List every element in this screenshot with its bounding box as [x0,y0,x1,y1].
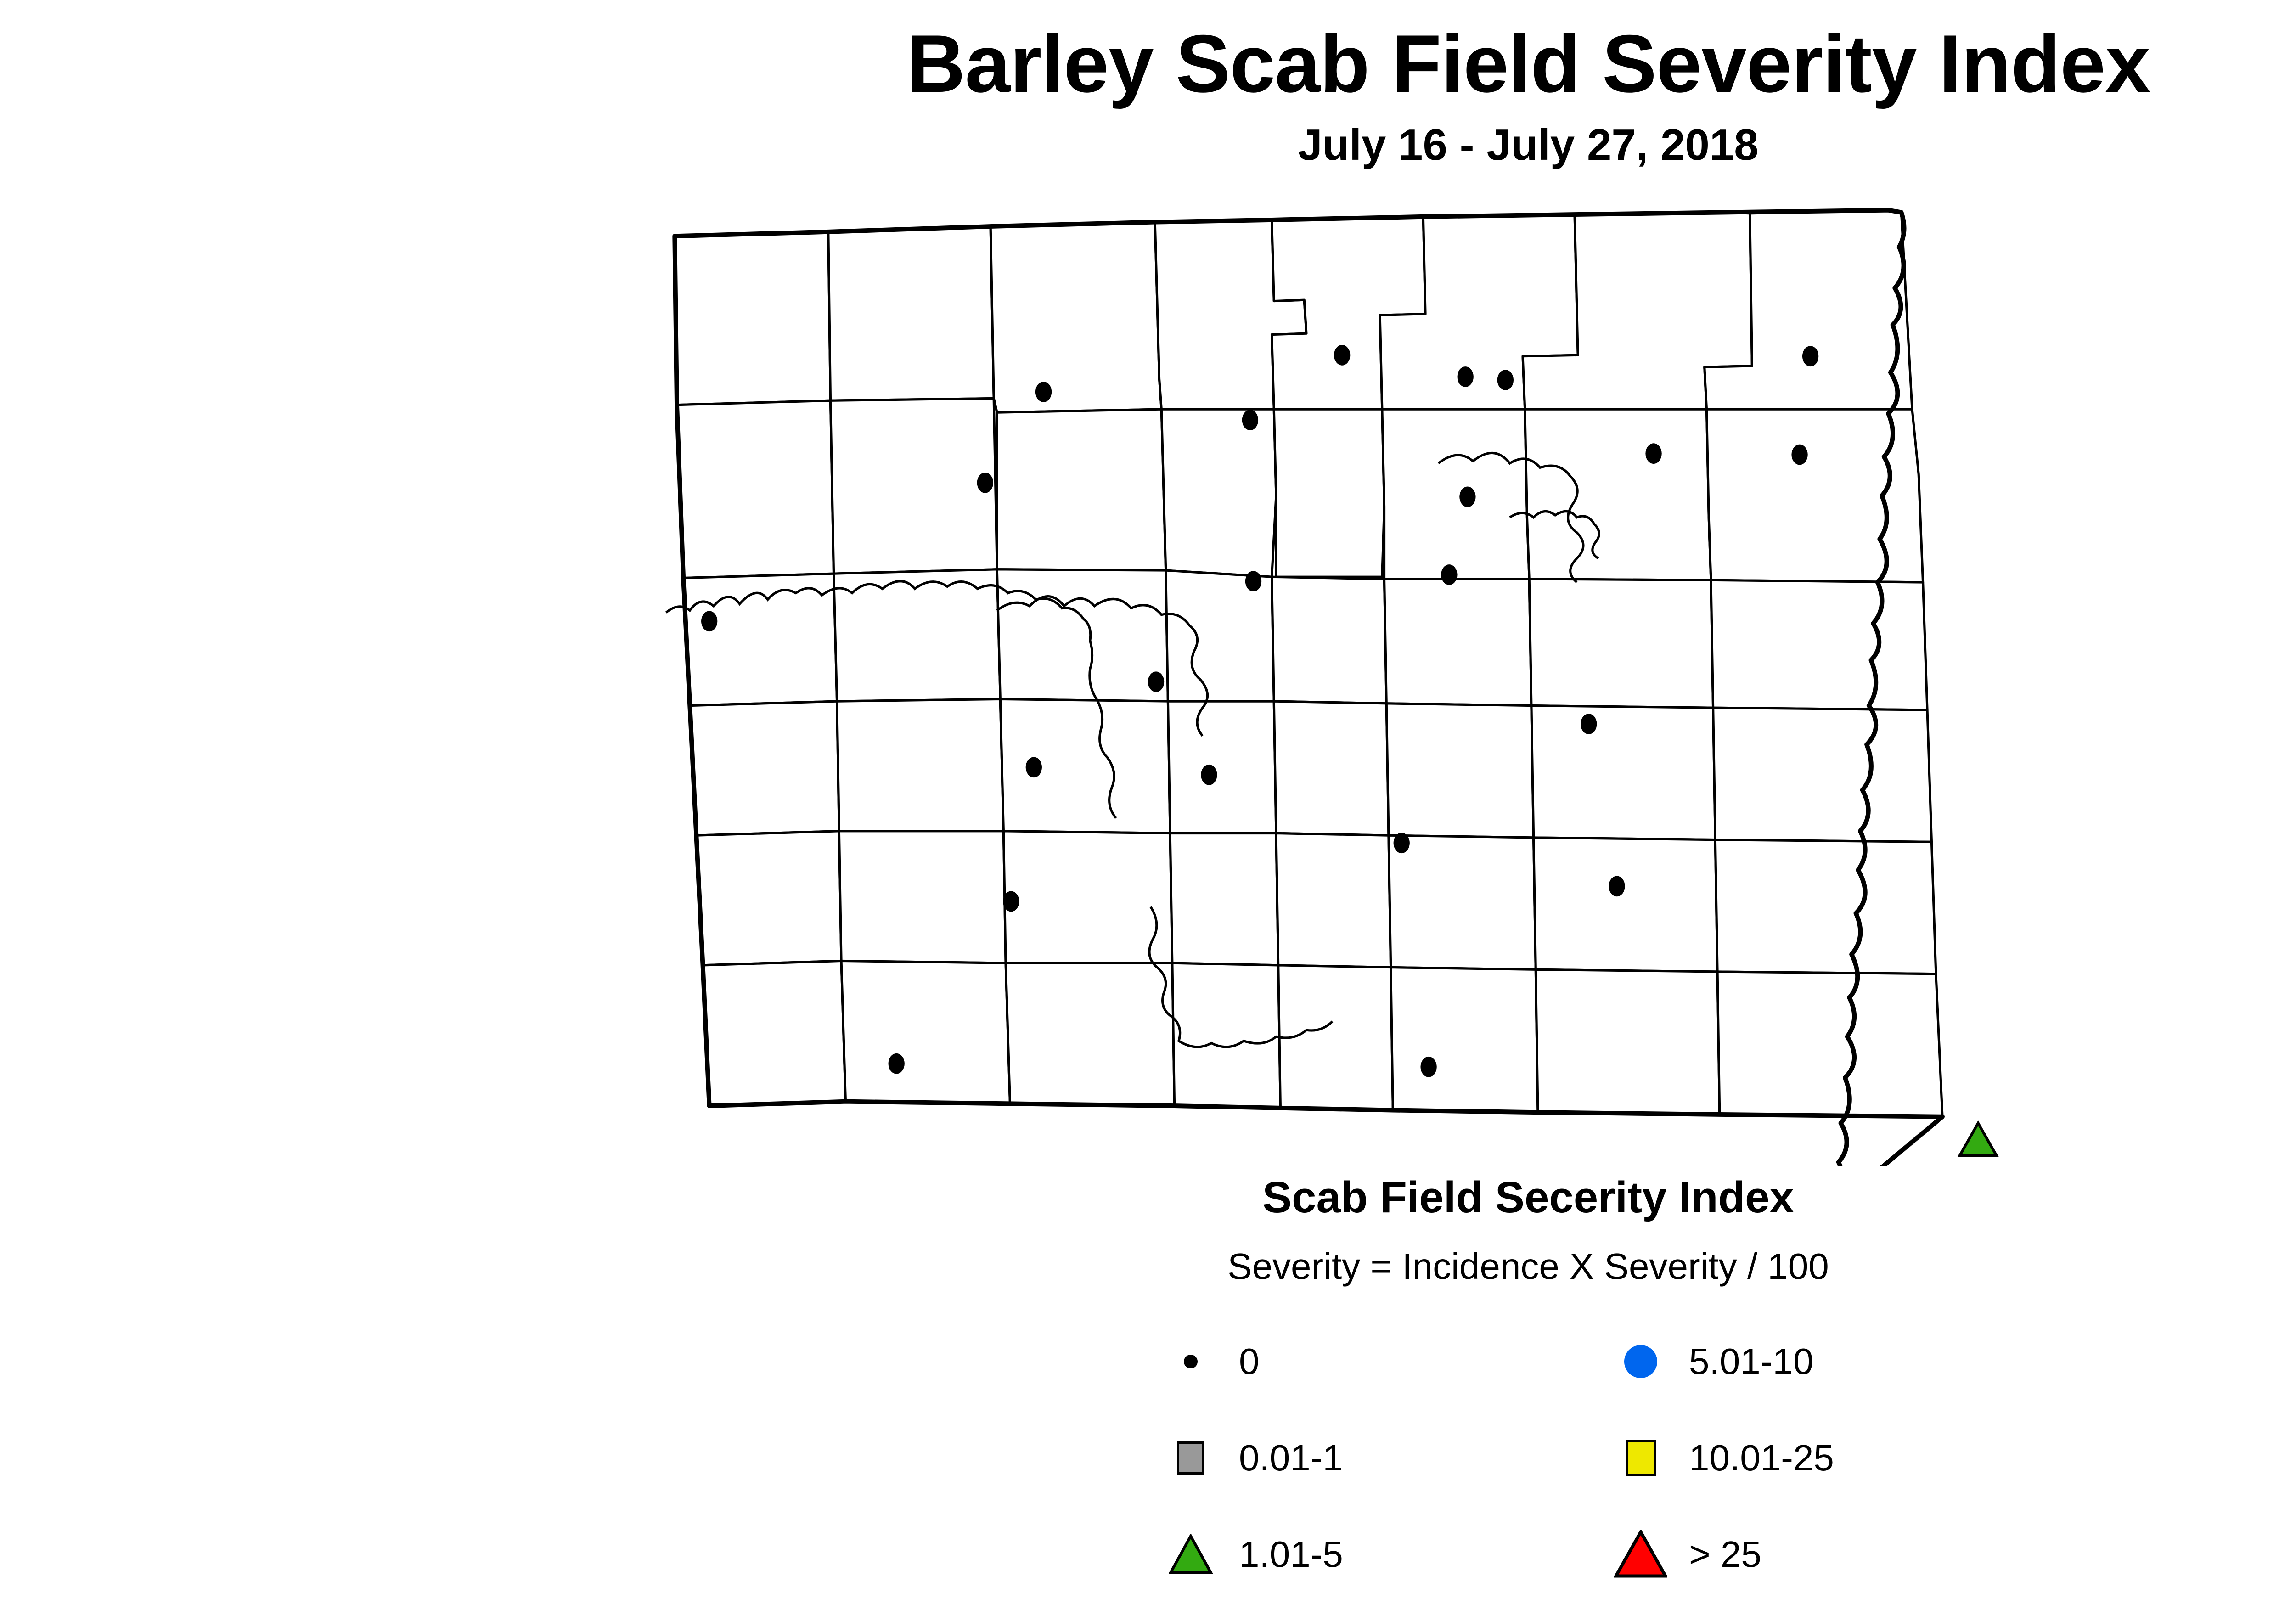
map-marker [1334,344,1351,366]
legend-item-gt-25[interactable]: > 25 [1528,1506,1955,1603]
map-marker [1645,443,1662,464]
legend-item-0[interactable]: 0 [1101,1313,1528,1410]
map-marker [1609,876,1625,897]
map-marker [1957,1120,1999,1157]
state-border-layer [672,208,1945,1166]
map-marker [1025,757,1042,778]
legend-label-0-01-1: 0.01-1 [1239,1437,1343,1478]
map-marker [1003,891,1019,912]
legend-item-10-01-25[interactable]: 10.01-25 [1528,1410,1955,1506]
map-marker [1441,564,1458,585]
map-marker [1420,1056,1437,1077]
legend-formula: Severity = Incidence X Severity / 100 [1227,1246,1829,1287]
sample-point-layer [701,344,1999,1157]
map-marker [1497,370,1514,390]
map-marker [1791,444,1808,465]
map-marker [1459,486,1476,507]
water-layer [665,451,1600,1048]
gray-square-icon [1156,1428,1225,1488]
blue-circle-icon [1606,1332,1675,1391]
map-marker [1802,346,1819,367]
map-marker [1148,671,1165,692]
map-marker [1581,714,1597,734]
map-marker [1393,833,1410,854]
map-marker [1245,571,1262,592]
legend-item-5-01-10[interactable]: 5.01-10 [1528,1313,1955,1410]
map-svg [665,208,1999,1166]
green-triangle-icon [1156,1525,1225,1584]
map-marker [977,472,993,493]
legend-label-0: 0 [1239,1341,1260,1382]
map-marker [1242,410,1259,431]
legend-title: Scab Field Secerity Index [1262,1173,1794,1222]
map-marker [1457,366,1474,387]
map-legend: Scab Field Secerity Index Severity = Inc… [0,1176,2296,1603]
legend-label-5-01-10: 5.01-10 [1689,1341,1814,1382]
legend-label-gt-25: > 25 [1689,1534,1761,1575]
north-dakota-map [652,193,2259,1166]
red-triangle-icon [1606,1525,1675,1584]
title-block: Barley Scab Field Severity Index July 16… [0,0,2296,167]
legend-label-10-01-25: 10.01-25 [1689,1437,1834,1478]
map-marker [1035,382,1052,402]
map-marker [888,1053,905,1074]
legend-item-0-01-1[interactable]: 0.01-1 [1101,1410,1528,1506]
legend-grid: 0 5.01-10 0.01-1 10.01- [1101,1313,1955,1603]
map-marker [701,611,718,632]
page-subtitle: July 16 - July 27, 2018 [1298,120,1759,169]
county-layer [673,209,1944,1118]
legend-label-1-01-5: 1.01-5 [1239,1534,1343,1575]
small-black-circle-icon [1156,1332,1225,1391]
legend-item-1-01-5[interactable]: 1.01-5 [1101,1506,1528,1603]
map-marker [1201,764,1217,785]
yellow-square-icon [1606,1428,1675,1488]
page-title: Barley Scab Field Severity Index [906,18,2151,109]
